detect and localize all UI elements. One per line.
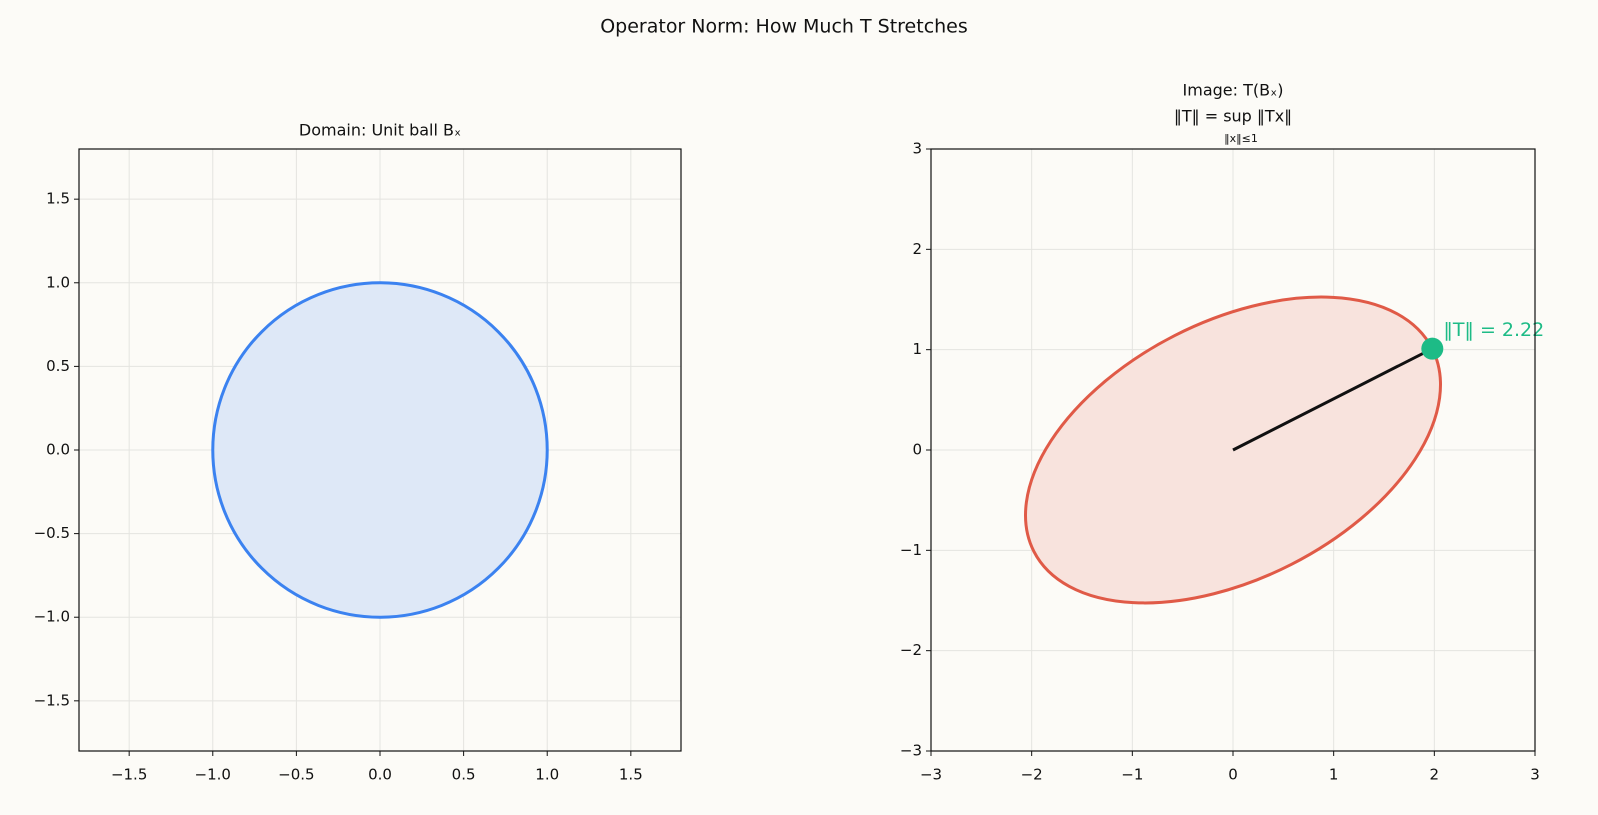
- y-tick-label: −3: [900, 742, 922, 760]
- x-tick-label: 1: [1329, 766, 1339, 784]
- x-tick-label: −3: [920, 766, 942, 784]
- x-tick-label: 3: [1530, 766, 1540, 784]
- norm-point: [1421, 337, 1444, 360]
- x-tick-label: 1.5: [619, 766, 643, 784]
- axes-title-subscript: ‖x‖≤1: [1224, 132, 1258, 145]
- y-tick-label: −2: [900, 641, 922, 659]
- y-tick-label: 0.0: [46, 441, 70, 459]
- axes-frame: [930, 148, 1536, 752]
- y-tick-label: 3: [912, 140, 922, 158]
- x-tick-label: −1.0: [195, 766, 231, 784]
- y-tick-label: 2: [912, 240, 922, 258]
- y-tick-label: 1: [912, 340, 922, 358]
- x-tick-label: −1: [1121, 766, 1143, 784]
- x-tick-label: −0.5: [278, 766, 314, 784]
- axes-frame: [78, 148, 682, 752]
- y-tick-label: −1.0: [34, 608, 70, 626]
- y-tick-label: 1.5: [46, 190, 70, 208]
- y-tick-label: −0.5: [34, 524, 70, 542]
- x-tick-label: 0.5: [452, 766, 476, 784]
- axes-title: Image: T(Bₓ): [1183, 81, 1284, 100]
- x-tick-label: 2: [1430, 766, 1440, 784]
- y-tick-label: 1.0: [46, 273, 70, 291]
- x-tick-label: 1.0: [535, 766, 559, 784]
- x-tick-label: −1.5: [111, 766, 147, 784]
- y-tick-label: 0.5: [46, 357, 70, 375]
- axes-title: Domain: Unit ball Bₓ: [299, 121, 461, 140]
- x-tick-label: 0: [1228, 766, 1238, 784]
- x-tick-label: 0.0: [368, 766, 392, 784]
- y-tick-label: 0: [912, 441, 922, 459]
- norm-vector: [1232, 347, 1433, 452]
- y-tick-label: −1.5: [34, 691, 70, 709]
- region-shape: [211, 281, 549, 619]
- axes-title: ‖T‖ = sup ‖Tx‖: [1174, 107, 1292, 126]
- y-tick-label: −1: [900, 541, 922, 559]
- figure-title: Operator Norm: How Much T Stretches: [600, 16, 968, 38]
- x-tick-label: −2: [1021, 766, 1043, 784]
- annotation: ‖T‖ = 2.22: [1443, 319, 1544, 341]
